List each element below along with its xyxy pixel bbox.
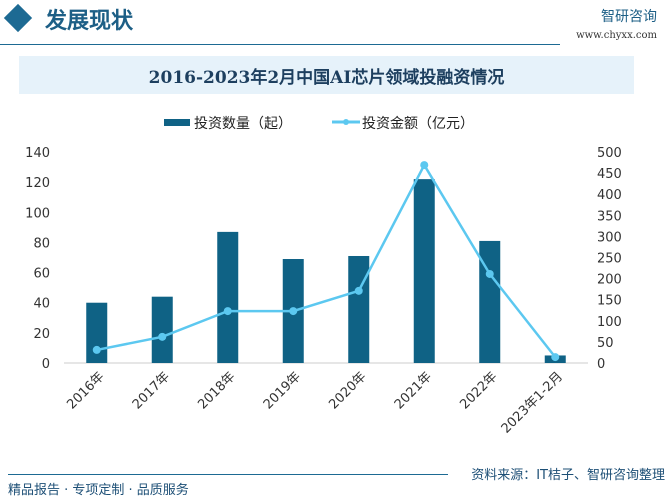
bar: [217, 231, 239, 363]
y-right-tick-label: 200: [597, 273, 622, 288]
footer-slogan: 精品报告 · 专项定制 · 品质服务: [8, 483, 189, 498]
y-right-tick-label: 250: [597, 252, 622, 267]
y-left-tick-label: 80: [33, 236, 50, 251]
y-right-tick-label: 0: [597, 357, 605, 372]
x-tick-label: 2022年: [457, 369, 500, 412]
brand-logo: 智研咨询: [601, 9, 657, 25]
bar: [413, 179, 435, 363]
x-tick-label: 2018年: [195, 369, 238, 412]
x-tick-label: 2017年: [130, 369, 173, 412]
y-left-tick-label: 20: [33, 327, 50, 342]
x-tick-label: 2016年: [64, 369, 107, 412]
header-divider: [0, 44, 560, 45]
y-left-tick-label: 40: [33, 297, 50, 312]
x-tick-label: 2021年: [392, 369, 435, 412]
footer-divider: [8, 474, 448, 475]
y-right-tick-label: 100: [597, 315, 622, 330]
source-note: 资料来源：IT桔子、智研咨询整理: [471, 468, 665, 483]
line-point: [92, 345, 101, 354]
x-tick-label: 2019年: [261, 369, 304, 412]
y-left-tick-label: 140: [25, 146, 50, 161]
x-tick-label: 2020年: [326, 369, 369, 412]
line-point: [158, 332, 167, 341]
legend-line-marker: [343, 119, 349, 125]
legend: 投资数量（起） 投资金额（亿元）: [164, 116, 474, 132]
y-left-tick-label: 60: [33, 267, 50, 282]
y-right-tick-label: 300: [597, 230, 622, 245]
legend-line-label: 投资金额（亿元）: [362, 116, 474, 132]
chart-title: 2016-2023年2月中国AI芯片领域投融资情况: [19, 56, 634, 94]
y-right-tick-label: 50: [597, 336, 614, 351]
line-point: [354, 286, 363, 295]
y-right-tick-label: 400: [597, 188, 622, 203]
x-tick-label: 2023年1-2月: [499, 369, 566, 436]
y-left-tick-label: 120: [25, 176, 50, 191]
line-point: [289, 307, 298, 316]
y-right-tick-label: 150: [597, 294, 622, 309]
y-left-tick-label: 0: [42, 357, 50, 372]
y-right-tick-label: 500: [597, 146, 622, 161]
y-right-tick-label: 350: [597, 209, 622, 224]
legend-bar-label: 投资数量（起）: [194, 116, 292, 132]
bar: [348, 255, 370, 363]
line-point: [551, 353, 560, 362]
bar: [479, 240, 501, 363]
series-line: [96, 162, 557, 358]
y-left-tick-label: 100: [25, 206, 50, 221]
line-point: [420, 161, 429, 170]
section-title: 发展现状: [45, 9, 134, 34]
y-right-tick-label: 450: [597, 167, 622, 182]
bar: [86, 302, 108, 363]
line-point: [223, 307, 232, 316]
brand-url: www.chyxx.com: [576, 30, 657, 41]
bar: [151, 296, 173, 363]
line-point: [485, 269, 494, 278]
legend-bar-swatch: [164, 119, 190, 126]
